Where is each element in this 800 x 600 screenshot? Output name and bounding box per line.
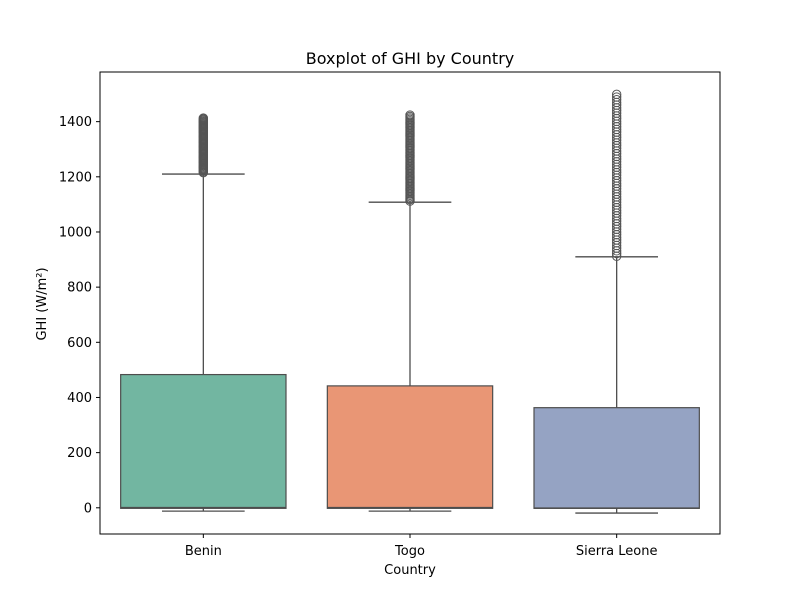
x-axis-label: Country [384, 563, 436, 578]
x-tick-label: Togo [394, 544, 425, 559]
outlier-point [405, 110, 415, 120]
plot-area [120, 89, 700, 514]
box [326, 385, 494, 509]
box-group-benin [120, 113, 287, 512]
box-group-sierra-leone [533, 89, 700, 514]
y-tick-label: 800 [67, 281, 92, 296]
y-axis-label: GHI (W/m²) [35, 267, 50, 340]
y-tick-label: 600 [67, 336, 92, 351]
y-tick-label: 200 [67, 446, 92, 461]
box [533, 407, 700, 509]
y-tick-label: 0 [84, 501, 92, 516]
box-group-togo [326, 110, 494, 512]
outlier-point [611, 92, 622, 102]
outlier-point [198, 113, 209, 123]
y-tick-label: 400 [67, 391, 92, 406]
y-tick-label: 1400 [59, 115, 92, 130]
outliers [198, 113, 209, 178]
chart-title: Boxplot of GHI by Country [306, 49, 515, 68]
outliers [611, 89, 622, 261]
outlier-point [611, 95, 622, 105]
y-tick-label: 1200 [59, 170, 92, 185]
box [120, 373, 287, 509]
outlier-point [611, 89, 622, 100]
x-tick-label: Benin [185, 544, 222, 559]
y-tick-label: 1000 [59, 225, 92, 240]
outliers [405, 110, 415, 206]
x-tick-label: Sierra Leone [576, 544, 658, 559]
